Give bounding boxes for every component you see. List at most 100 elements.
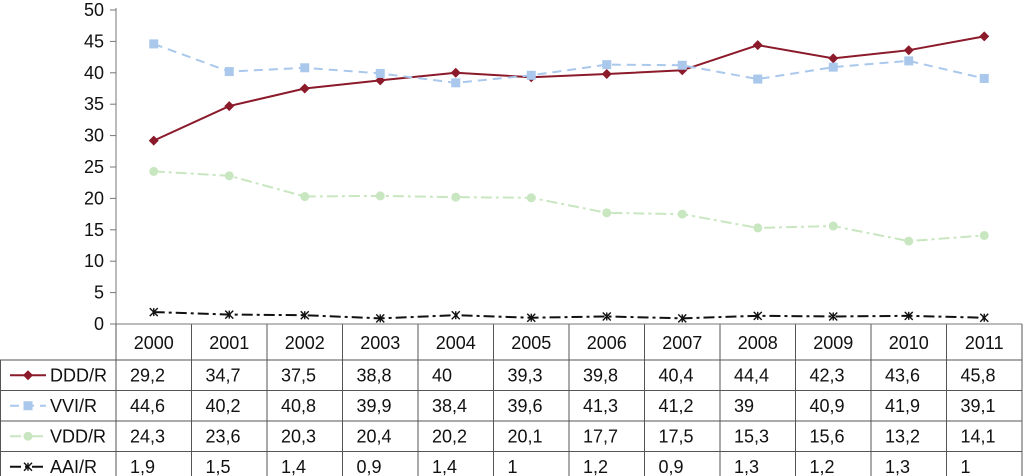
data-point (526, 70, 536, 80)
data-point (526, 313, 536, 323)
table-cell-value: 20,2 (432, 426, 467, 446)
x-category-label: 2006 (587, 333, 627, 353)
y-tick-label: 5 (94, 283, 104, 303)
data-point (904, 311, 914, 321)
table-cell-value: 24,3 (130, 426, 165, 446)
data-point (828, 62, 838, 72)
data-point (300, 192, 310, 202)
y-tick-label: 20 (84, 188, 104, 208)
table-cell-value: 40 (432, 365, 452, 385)
table-cell-value: 1,2 (810, 457, 835, 476)
table-cell-value: 44,4 (734, 365, 769, 385)
x-category-label: 2000 (134, 333, 174, 353)
table-cell-value: 15,3 (734, 426, 769, 446)
table-cell-value: 41,3 (583, 396, 618, 416)
table-cell-value: 14,1 (961, 426, 996, 446)
table-cell-value: 1,4 (281, 457, 306, 476)
table-cell-value: 1,9 (130, 457, 155, 476)
table-cell-value: 1,2 (583, 457, 608, 476)
table-cell-value: 41,9 (885, 396, 920, 416)
data-point (300, 310, 310, 320)
y-tick-label: 25 (84, 157, 104, 177)
y-tick-label: 45 (84, 31, 104, 51)
x-category-label: 2003 (360, 333, 400, 353)
table-cell-value: 39,9 (357, 396, 392, 416)
series-line-aai-r (153, 311, 985, 320)
table-cell-value: 1,5 (206, 457, 231, 476)
table-cell-value: 17,5 (659, 426, 694, 446)
data-point (149, 39, 159, 49)
data-point (224, 101, 235, 112)
data-point (602, 208, 612, 218)
data-point (904, 236, 914, 246)
x-category-label: 2010 (889, 333, 929, 353)
data-point (677, 313, 687, 323)
legend-key-marker (23, 431, 33, 441)
x-category-label: 2009 (813, 333, 853, 353)
table-cell-value: 40,2 (206, 396, 241, 416)
table-cell-value: 40,8 (281, 396, 316, 416)
data-point (979, 230, 989, 240)
table-cell-value: 39,3 (508, 365, 543, 385)
y-tick-label: 40 (84, 63, 104, 83)
series-line-vvi-r (153, 42, 985, 84)
table-cell-value: 39 (734, 396, 754, 416)
data-point (904, 56, 914, 66)
table-cell-value: 38,8 (357, 365, 392, 385)
data-point (375, 191, 385, 201)
data-point (149, 166, 159, 176)
table-cell-value: 43,6 (885, 365, 920, 385)
data-point (375, 313, 385, 323)
table-cell-value: 20,4 (357, 426, 392, 446)
legend-series-name: DDD/R (50, 365, 107, 385)
table-cell-value: 29,2 (130, 365, 165, 385)
table-cell-value: 41,2 (659, 396, 694, 416)
table-cell-value: 17,7 (583, 426, 618, 446)
legend-series-name: VVI/R (50, 396, 97, 416)
data-point (828, 311, 838, 321)
table-cell-value: 20,3 (281, 426, 316, 446)
y-axis-ticks: 0 5 10 15 20 25 30 35 40 45 50 (84, 0, 116, 334)
table-cell-value: 39,6 (508, 396, 543, 416)
legend-key-marker (23, 401, 33, 411)
legend-key-marker (23, 370, 33, 381)
series-lines (153, 35, 985, 320)
table-cell-value: 13,2 (885, 426, 920, 446)
table-cell-value: 23,6 (206, 426, 241, 446)
table-cell-value: 20,1 (508, 426, 543, 446)
table-cell-value: 1,4 (432, 457, 457, 476)
data-point (224, 171, 234, 181)
x-category-label: 2007 (662, 333, 702, 353)
data-point (601, 69, 612, 80)
data-point (753, 74, 763, 84)
table-cell-value: 1 (508, 457, 518, 476)
x-category-label: 2011 (965, 333, 1004, 353)
table-cell-value: 1,3 (885, 457, 910, 476)
y-tick-label: 0 (94, 314, 104, 334)
table-cell-value: 1,3 (734, 457, 759, 476)
series-markers (148, 31, 990, 323)
x-category-label: 2002 (285, 333, 325, 353)
y-tick-label: 10 (84, 251, 104, 271)
table-cell-value: 34,7 (206, 365, 241, 385)
data-point (148, 135, 159, 146)
data-point (677, 209, 687, 219)
data-point (602, 60, 612, 70)
data-point (224, 310, 234, 320)
data-point (979, 73, 989, 83)
data-point (451, 310, 461, 320)
data-point (375, 68, 385, 78)
data-point (753, 223, 763, 233)
y-tick-label: 50 (84, 0, 104, 20)
data-point (979, 31, 990, 42)
x-category-label: 2001 (209, 333, 249, 353)
data-point (828, 53, 839, 64)
data-point (752, 40, 763, 51)
legend-key-marker (23, 462, 33, 472)
table-cell-value: 44,6 (130, 396, 165, 416)
data-point (149, 307, 159, 317)
table-cell-value: 39,8 (583, 365, 618, 385)
table-cell-value: 38,4 (432, 396, 467, 416)
data-point (299, 83, 310, 94)
data-table-text: 2000 2001 2002 2003 2004 2005 2006 2007 2008 2009… (10, 333, 1004, 476)
